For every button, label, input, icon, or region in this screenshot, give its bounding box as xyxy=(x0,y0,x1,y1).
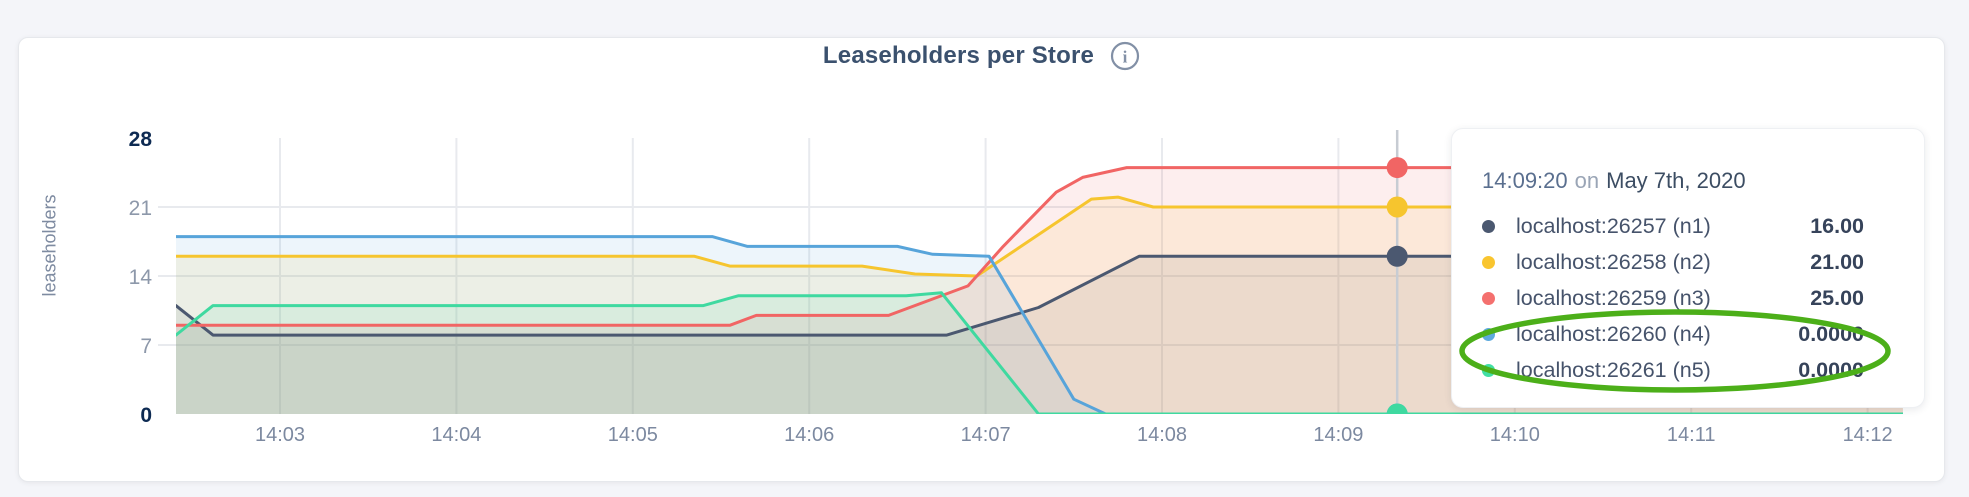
tooltip-header: 14:09:20 on May 7th, 2020 xyxy=(1482,167,1864,195)
series-label: localhost:26261 (n5) xyxy=(1516,357,1711,382)
tooltip-rows: localhost:26257 (n1) 16.00 localhost:262… xyxy=(1482,208,1864,388)
svg-text:7: 7 xyxy=(140,335,152,358)
tooltip-row-n4: localhost:26260 (n4) 0.0000 xyxy=(1482,316,1864,352)
chart-title: Leaseholders per Store xyxy=(822,42,1095,69)
info-icon-glyph: i xyxy=(1123,48,1128,67)
series-dot-n2 xyxy=(1482,255,1495,269)
svg-text:28: 28 xyxy=(129,128,153,151)
tooltip-row-n3: localhost:26259 (n3) 25.00 xyxy=(1482,280,1864,316)
svg-text:14:04: 14:04 xyxy=(431,424,481,446)
series-label: localhost:26257 (n1) xyxy=(1516,213,1711,238)
series-value: 16.00 xyxy=(1810,213,1864,238)
series-value: 0.0000 xyxy=(1798,321,1864,346)
svg-text:21: 21 xyxy=(129,197,152,220)
chart-header: Leaseholders per Store i xyxy=(18,40,1945,72)
svg-text:14: 14 xyxy=(129,266,153,289)
hover-tooltip: 14:09:20 on May 7th, 2020 localhost:26257 … xyxy=(1451,128,1925,408)
series-label: localhost:26258 (n2) xyxy=(1516,249,1711,274)
series-dot-n4 xyxy=(1482,327,1495,341)
svg-text:14:06: 14:06 xyxy=(784,424,834,446)
tooltip-row-n5: localhost:26261 (n5) 0.0000 xyxy=(1482,352,1864,388)
svg-text:14:10: 14:10 xyxy=(1490,424,1540,446)
svg-text:14:03: 14:03 xyxy=(255,424,305,446)
tooltip-separator: on xyxy=(1574,168,1600,193)
y-axis-label: leaseholders xyxy=(39,193,60,297)
series-label: localhost:26260 (n4) xyxy=(1516,321,1711,346)
series-label: localhost:26259 (n3) xyxy=(1516,285,1711,310)
svg-text:14:08: 14:08 xyxy=(1137,424,1187,446)
series-dot-n1 xyxy=(1482,219,1495,233)
info-icon[interactable]: i xyxy=(1110,41,1140,71)
tooltip-row-n1: localhost:26257 (n1) 16.00 xyxy=(1482,208,1864,244)
series-value: 0.0000 xyxy=(1798,357,1864,382)
tooltip-date: May 7th, 2020 xyxy=(1606,168,1746,193)
svg-text:0: 0 xyxy=(140,404,152,427)
series-dot-n3 xyxy=(1482,291,1495,305)
series-value: 21.00 xyxy=(1810,249,1864,274)
svg-text:14:12: 14:12 xyxy=(1843,424,1893,446)
series-value: 25.00 xyxy=(1810,285,1864,310)
series-dot-n5 xyxy=(1482,363,1495,377)
svg-text:14:11: 14:11 xyxy=(1667,424,1716,446)
svg-text:14:07: 14:07 xyxy=(961,424,1011,446)
tooltip-time: 14:09:20 xyxy=(1482,168,1568,193)
tooltip-row-n2: localhost:26258 (n2) 21.00 xyxy=(1482,244,1864,280)
svg-text:14:09: 14:09 xyxy=(1313,424,1363,446)
svg-text:14:05: 14:05 xyxy=(608,424,658,446)
